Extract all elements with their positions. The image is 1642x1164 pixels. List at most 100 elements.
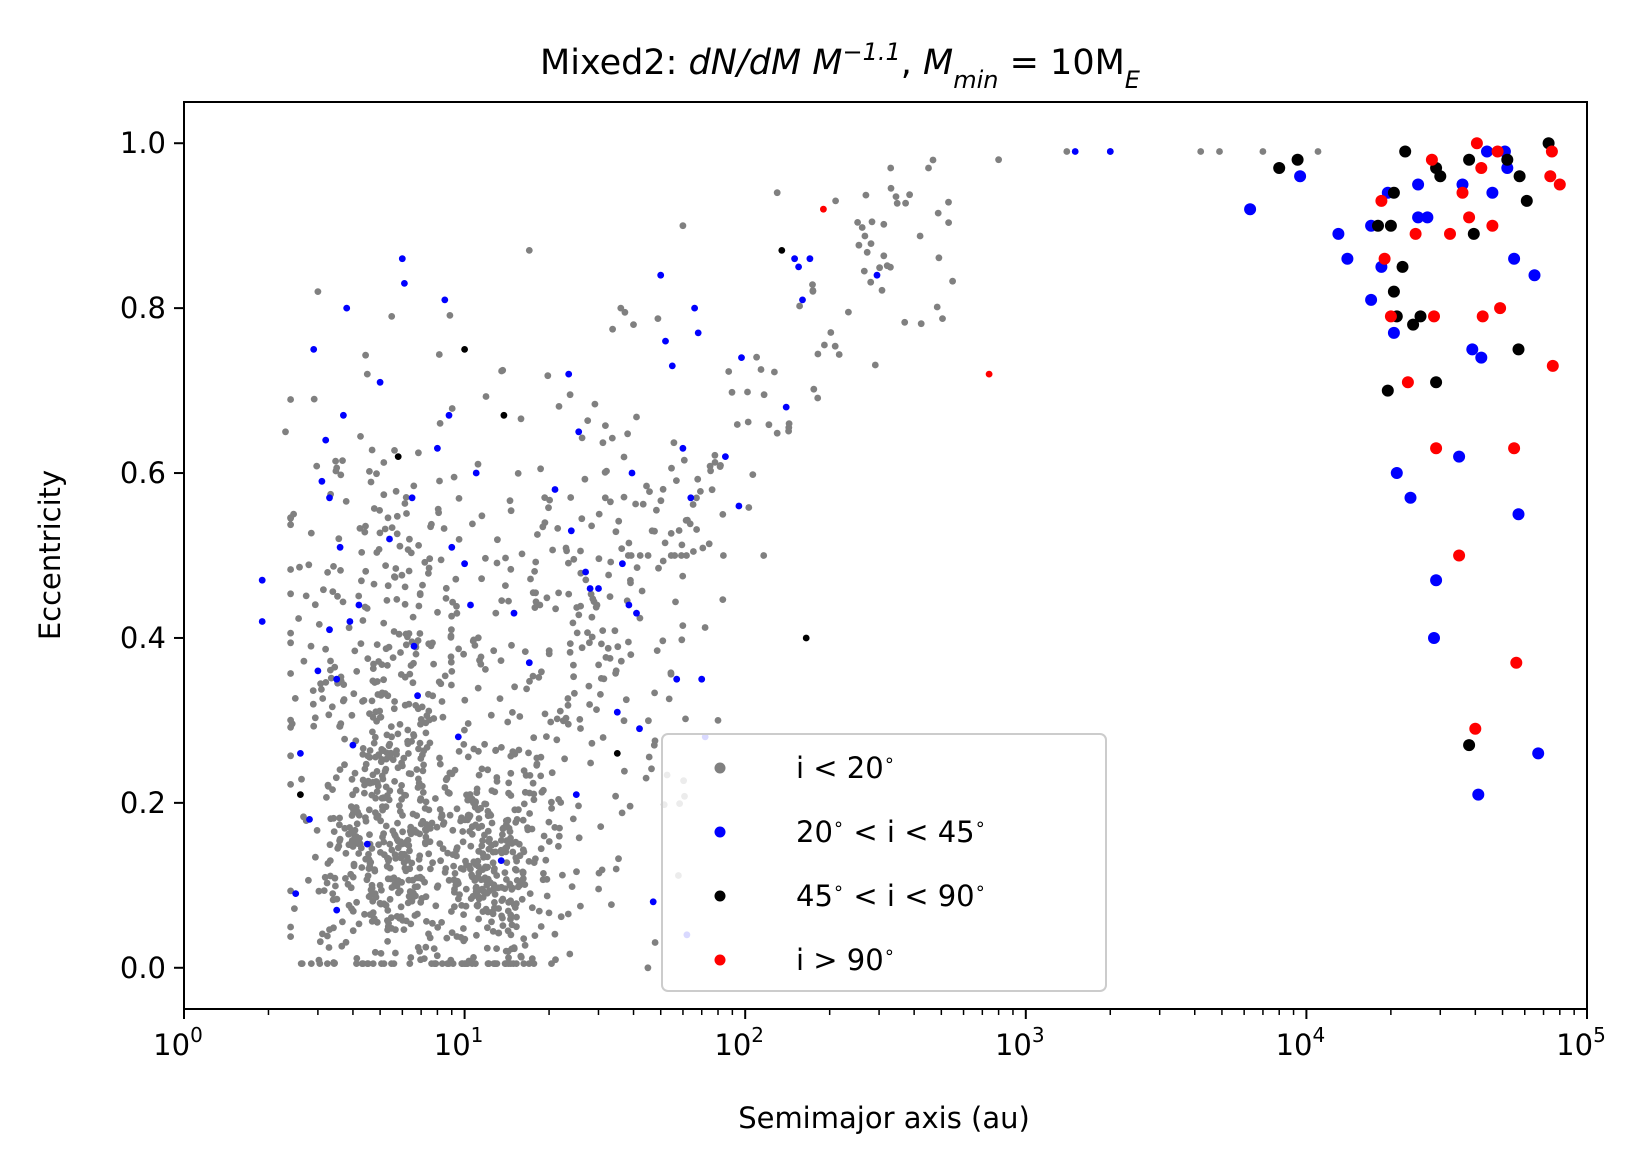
data-point (368, 918, 376, 925)
data-point (258, 576, 266, 584)
data-point (679, 572, 687, 580)
data-point (481, 740, 488, 748)
data-point (400, 926, 408, 933)
data-point (469, 892, 477, 900)
data-point (296, 563, 303, 571)
data-point (592, 603, 600, 611)
data-point (396, 721, 404, 728)
data-point (474, 684, 482, 692)
data-point (361, 910, 368, 918)
data-point (309, 687, 317, 694)
data-point (506, 497, 514, 505)
data-point (399, 762, 406, 770)
data-point (399, 812, 406, 819)
data-point (645, 753, 653, 761)
data-point (396, 887, 404, 895)
data-point (329, 896, 337, 904)
data-point (499, 914, 506, 922)
data-point (451, 885, 458, 893)
data-point (653, 647, 661, 654)
data-point (1469, 722, 1482, 735)
data-point (287, 923, 294, 931)
data-point (765, 421, 773, 429)
data-point (785, 427, 792, 435)
data-point (403, 838, 411, 845)
data-point (385, 920, 392, 927)
plot-frame (183, 101, 1588, 1010)
data-point (814, 350, 822, 358)
data-point (351, 769, 359, 777)
data-point (362, 855, 370, 863)
data-point (429, 919, 436, 927)
data-point (501, 869, 509, 876)
data-point (447, 653, 455, 661)
data-point (602, 422, 609, 429)
data-point (613, 708, 621, 716)
data-point (477, 660, 485, 668)
data-point (498, 897, 506, 904)
data-point (287, 887, 294, 895)
data-point (534, 531, 541, 538)
data-point (601, 494, 609, 502)
data-point (399, 828, 406, 836)
data-point (1381, 384, 1394, 397)
data-point (1387, 186, 1400, 199)
data-point (423, 712, 431, 720)
data-point (482, 554, 489, 562)
data-point (298, 775, 305, 783)
data-point (693, 494, 700, 502)
data-point (1071, 148, 1079, 155)
data-point (831, 342, 839, 350)
data-point (735, 502, 743, 510)
data-point (1453, 549, 1466, 562)
data-point (473, 785, 481, 793)
data-point (555, 589, 562, 597)
data-point (307, 642, 315, 650)
data-point (414, 910, 421, 918)
data-point (497, 857, 505, 864)
data-point (405, 876, 413, 884)
data-point (425, 564, 433, 572)
data-point (362, 522, 369, 530)
data-point (1259, 148, 1267, 155)
data-point (410, 642, 418, 650)
data-point (434, 444, 441, 452)
data-point (498, 597, 506, 604)
data-point (566, 950, 574, 958)
data-point (435, 351, 443, 358)
data-point (373, 549, 381, 556)
data-point (1425, 153, 1438, 166)
data-point (1314, 148, 1322, 155)
data-point (391, 698, 398, 705)
data-point (425, 569, 432, 577)
data-point (376, 881, 384, 889)
data-point (1244, 203, 1257, 216)
data-point (287, 629, 294, 637)
data-point (488, 918, 495, 926)
data-point (477, 653, 485, 661)
data-point (380, 676, 387, 684)
data-point (806, 255, 814, 263)
data-point (423, 918, 430, 925)
data-point (394, 730, 402, 738)
data-point (620, 493, 628, 501)
data-point (537, 923, 545, 930)
data-point (478, 575, 485, 583)
data-point (573, 868, 580, 876)
data-point (385, 742, 393, 750)
data-point (376, 707, 384, 715)
data-point (287, 639, 294, 647)
data-point (417, 755, 425, 762)
data-point (935, 254, 943, 262)
data-point (341, 735, 348, 743)
data-point (460, 741, 468, 748)
data-point (520, 935, 528, 943)
data-point (985, 370, 993, 378)
data-point (334, 845, 342, 852)
data-point (449, 960, 457, 967)
data-point (599, 627, 607, 634)
data-point (433, 823, 441, 831)
data-point (530, 796, 538, 804)
data-point (315, 621, 323, 628)
